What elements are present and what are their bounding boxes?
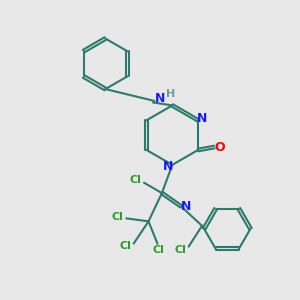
Text: N: N <box>154 92 165 105</box>
Text: N: N <box>197 112 208 125</box>
Text: Cl: Cl <box>119 241 131 251</box>
Text: Cl: Cl <box>112 212 124 222</box>
Text: Cl: Cl <box>130 175 142 185</box>
Text: N: N <box>182 200 192 213</box>
Text: H: H <box>166 89 176 99</box>
Text: Cl: Cl <box>174 245 186 255</box>
Text: O: O <box>214 140 225 154</box>
Text: Cl: Cl <box>153 245 165 255</box>
Text: N: N <box>163 160 173 173</box>
